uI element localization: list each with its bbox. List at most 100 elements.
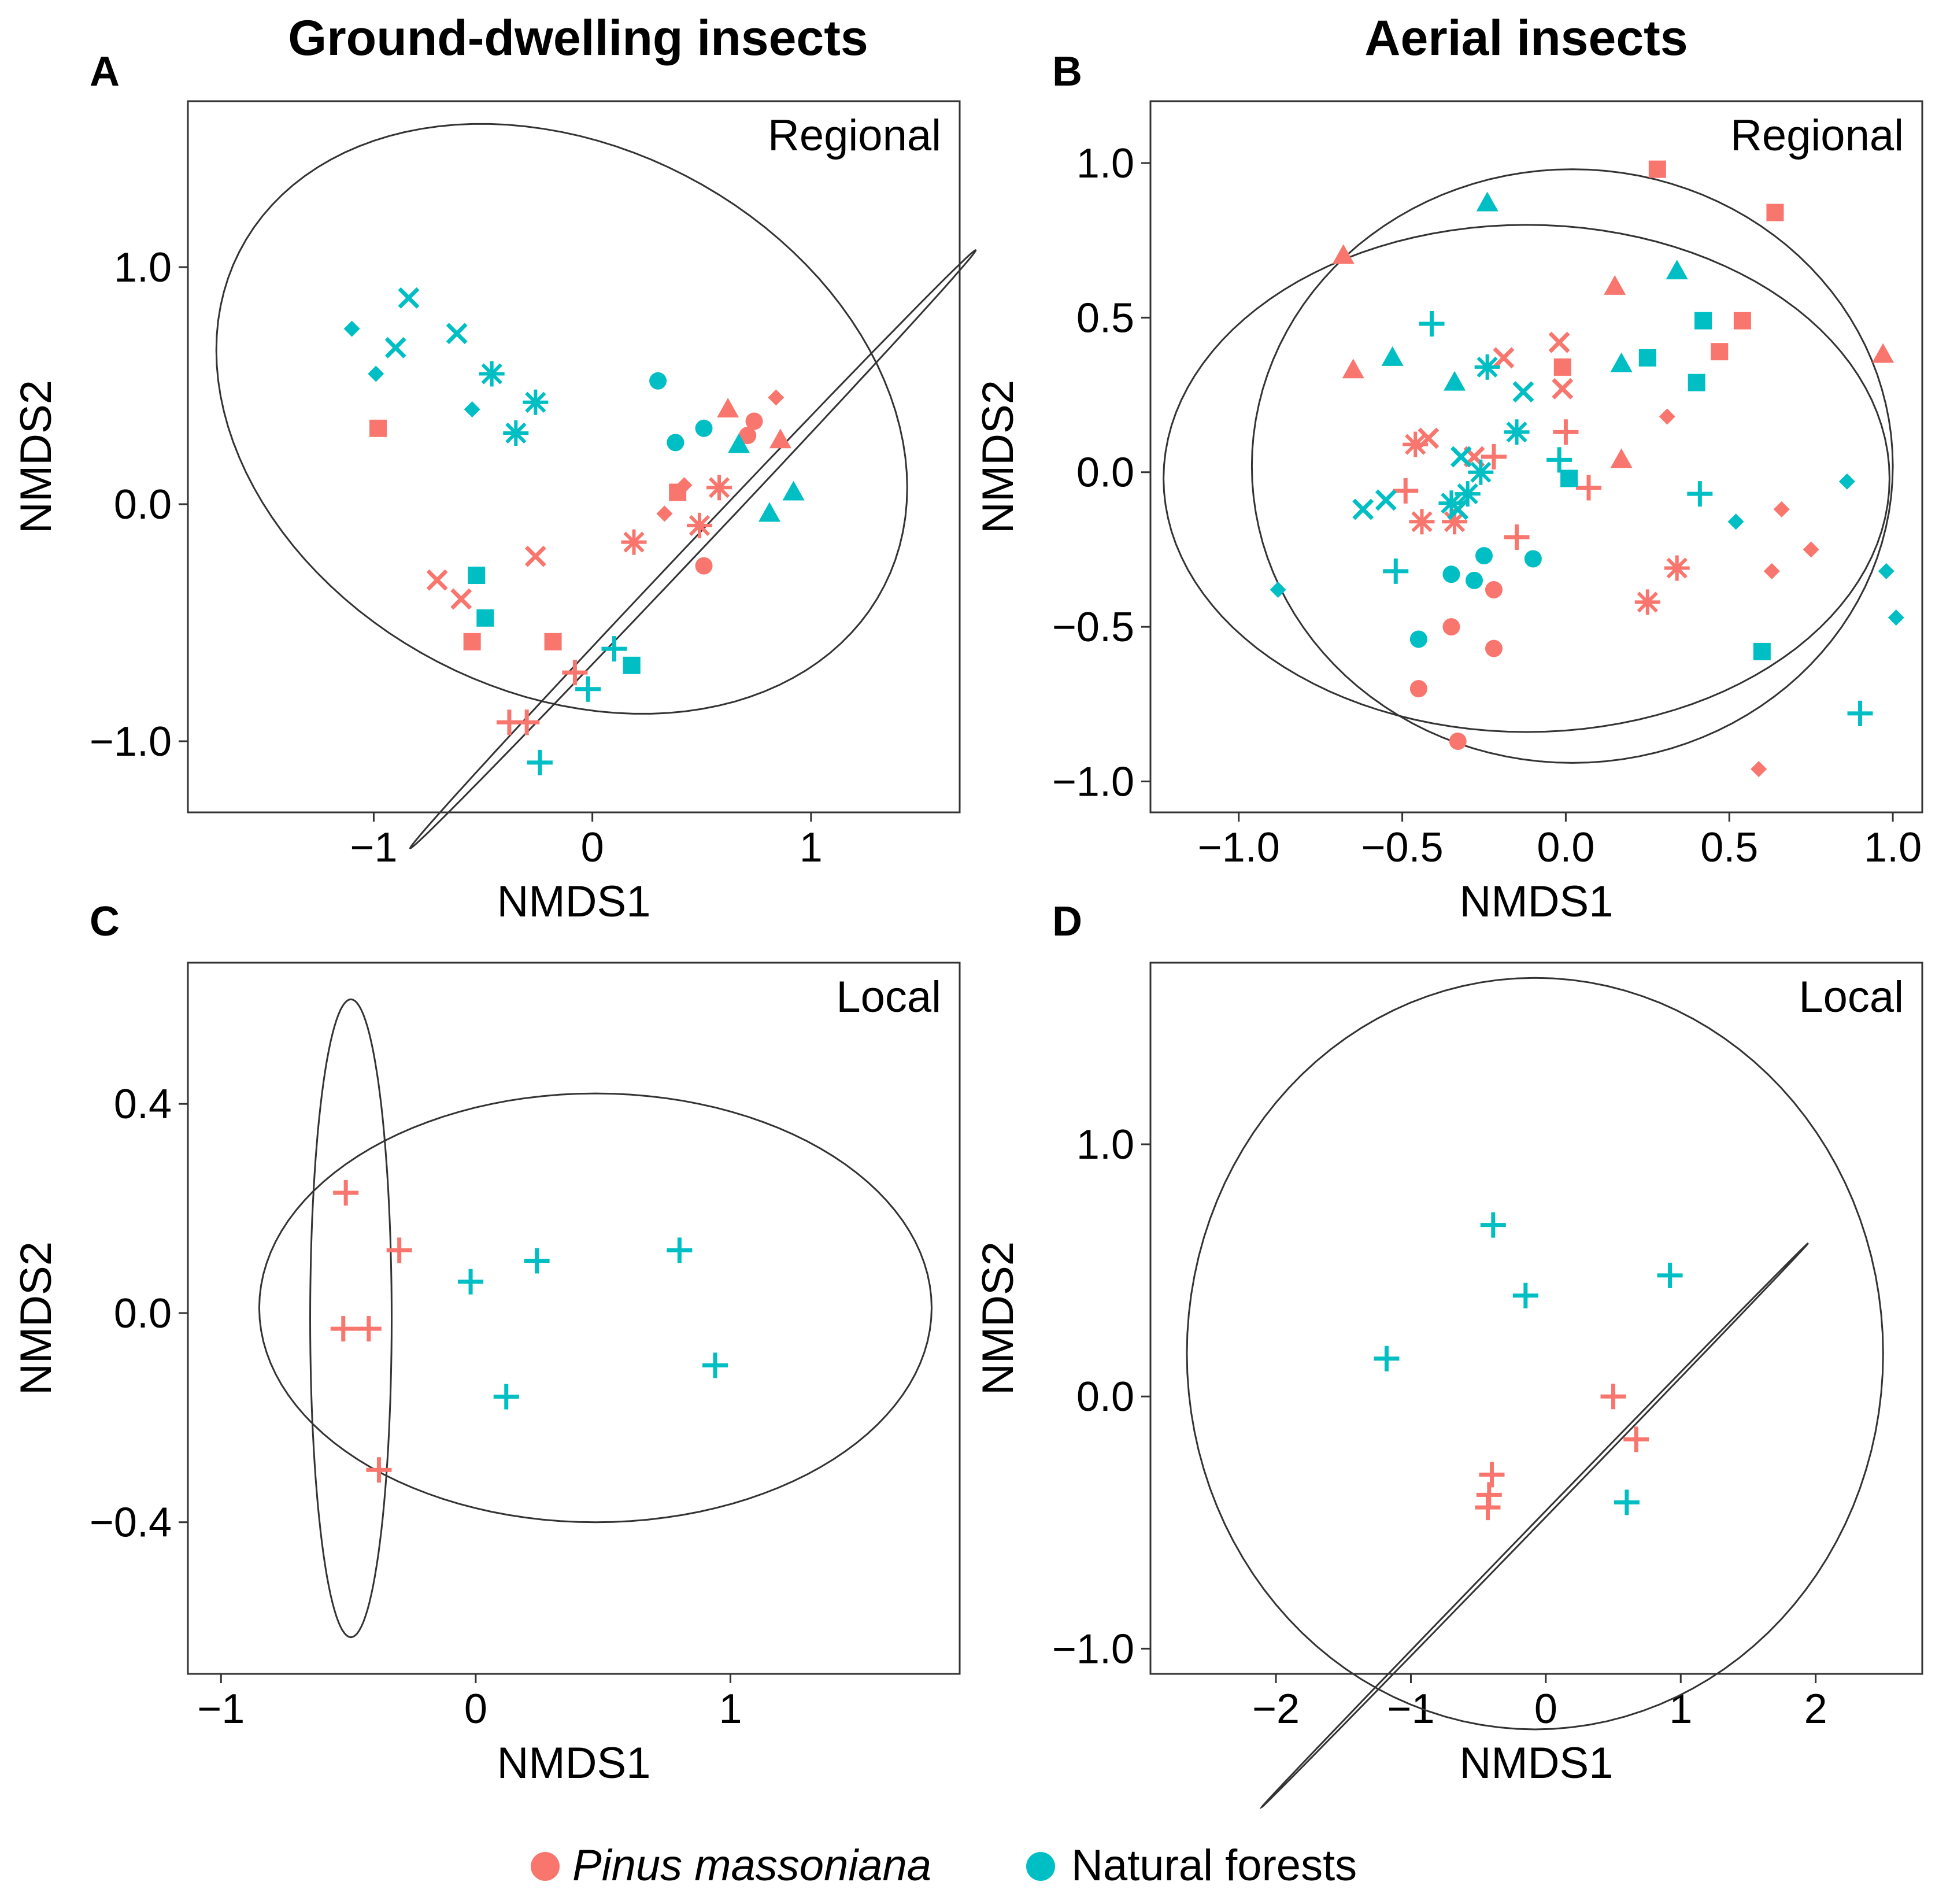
data-point-circle xyxy=(1409,630,1427,648)
plot-frame xyxy=(1149,100,1923,814)
data-point-square xyxy=(1694,312,1712,330)
y-tick-label: 0.0 xyxy=(1076,1374,1134,1420)
data-point-star xyxy=(706,475,732,501)
y-tick-label: 0.0 xyxy=(114,482,172,528)
data-point-diamond xyxy=(1270,581,1286,598)
legend-natural-label: Natural forests xyxy=(1071,1841,1357,1890)
data-point-circle xyxy=(1485,581,1503,598)
data-point-diamond xyxy=(343,320,360,337)
y-axis-label: NMDS2 xyxy=(12,1241,61,1395)
data-point-plus xyxy=(1546,447,1572,473)
x-tick-label: 1.0 xyxy=(1864,825,1922,871)
data-point-circle xyxy=(667,434,684,452)
panel-letter: A xyxy=(90,49,120,95)
data-point-square xyxy=(463,633,481,650)
data-point-triangle xyxy=(769,428,791,449)
data-point-plus xyxy=(1512,1282,1538,1308)
data-point-circle xyxy=(1442,618,1460,636)
data-point-plus xyxy=(356,1316,382,1342)
data-point-circle xyxy=(1442,565,1460,583)
plot-frame xyxy=(187,962,961,1675)
x-tick-label: −1 xyxy=(350,825,397,871)
confidence-ellipse xyxy=(1250,168,1894,764)
data-point-x xyxy=(384,337,406,358)
data-point-plus xyxy=(386,1237,412,1263)
data-point-plus xyxy=(1614,1489,1640,1515)
data-point-square xyxy=(1733,312,1751,330)
x-tick-label: −2 xyxy=(1252,1686,1300,1732)
scale-label: Regional xyxy=(768,111,941,160)
data-point-circle xyxy=(739,427,757,445)
data-point-plus xyxy=(1623,1426,1649,1452)
legend-pinus-label: Pinus massoniana xyxy=(572,1841,931,1890)
data-point-diamond xyxy=(1763,563,1780,579)
data-point-plus xyxy=(1374,1345,1400,1371)
data-point-triangle xyxy=(1342,358,1364,379)
y-tick-label: −0.5 xyxy=(1052,604,1134,650)
data-point-x xyxy=(1418,427,1440,449)
y-tick-label: 0.5 xyxy=(1076,295,1134,341)
data-point-star xyxy=(1504,419,1530,445)
panel-b: B Regional −1.0 −0.5 0.0 0.5 1.0 −1.0 −0.5 0.0 0.5… xyxy=(974,49,1923,926)
data-point-diamond xyxy=(464,401,480,417)
y-axis-label: NMDS2 xyxy=(974,380,1023,534)
x-tick-label: 0 xyxy=(464,1686,487,1732)
legend-natural-marker xyxy=(1026,1852,1055,1881)
x-tick-label: −1.0 xyxy=(1198,825,1280,871)
data-point-diamond xyxy=(1838,473,1855,490)
data-point-star xyxy=(1455,481,1481,507)
data-point-triangle xyxy=(1332,244,1355,264)
scale-label: Local xyxy=(836,973,941,1022)
x-axis-label: NMDS1 xyxy=(497,1739,650,1788)
data-point-star xyxy=(479,361,505,387)
data-point-plus xyxy=(1481,444,1507,469)
data-point-star xyxy=(1409,509,1435,535)
data-point-diamond xyxy=(676,477,693,494)
data-point-diamond xyxy=(1727,513,1744,530)
y-tick-label: 1.0 xyxy=(114,245,172,291)
data-point-triangle xyxy=(728,433,750,453)
data-point-plus xyxy=(1576,475,1602,501)
data-point-star xyxy=(503,420,529,446)
data-point-plus xyxy=(702,1352,728,1378)
data-point-plus xyxy=(524,1248,550,1274)
y-tick-label: 0.4 xyxy=(114,1081,172,1127)
data-point-x xyxy=(1447,498,1469,520)
confidence-ellipse xyxy=(215,123,908,715)
data-point-triangle xyxy=(717,398,739,417)
data-point-square xyxy=(1553,358,1571,376)
y-tick-label: 1.0 xyxy=(1076,141,1134,187)
x-tick-label: 0.0 xyxy=(1537,825,1594,871)
data-point-triangle xyxy=(1444,371,1466,391)
y-tick-label: −0.4 xyxy=(90,1500,172,1546)
data-point-plus xyxy=(366,1457,392,1483)
data-point-plus xyxy=(527,749,553,775)
data-point-triangle xyxy=(1476,191,1498,212)
data-point-x xyxy=(398,287,420,309)
data-point-triangle xyxy=(1610,448,1633,468)
x-tick-label: 1 xyxy=(1669,1686,1692,1732)
data-point-circle xyxy=(695,419,713,437)
x-tick-label: 0 xyxy=(1534,1686,1557,1732)
data-point-circle xyxy=(1409,680,1427,698)
panel-d: D Local −2 −1 0 1 2 −1.0 0.0 1.0 NMDS1 NMDS2 xyxy=(974,899,1923,1810)
data-point-plus xyxy=(1657,1262,1683,1288)
data-point-square xyxy=(476,609,494,627)
panel-letter: D xyxy=(1052,899,1082,945)
data-point-diamond xyxy=(1773,501,1790,517)
data-point-square xyxy=(1638,349,1656,367)
data-point-triangle xyxy=(782,480,805,501)
data-point-plus xyxy=(1383,558,1409,584)
data-point-x xyxy=(1493,347,1515,369)
confidence-ellipse xyxy=(258,1092,933,1524)
data-point-square xyxy=(544,633,562,650)
data-point-plus xyxy=(575,676,601,702)
confidence-ellipse xyxy=(1186,977,1884,1731)
data-point-star xyxy=(686,512,712,538)
data-point-plus xyxy=(1479,1462,1505,1488)
data-point-diamond xyxy=(1878,563,1895,579)
legend: Pinus massoniana Natural forests xyxy=(531,1841,1357,1890)
x-tick-label: −1 xyxy=(1387,1686,1434,1732)
data-point-plus xyxy=(1504,524,1530,550)
data-point-diamond xyxy=(1751,761,1767,778)
